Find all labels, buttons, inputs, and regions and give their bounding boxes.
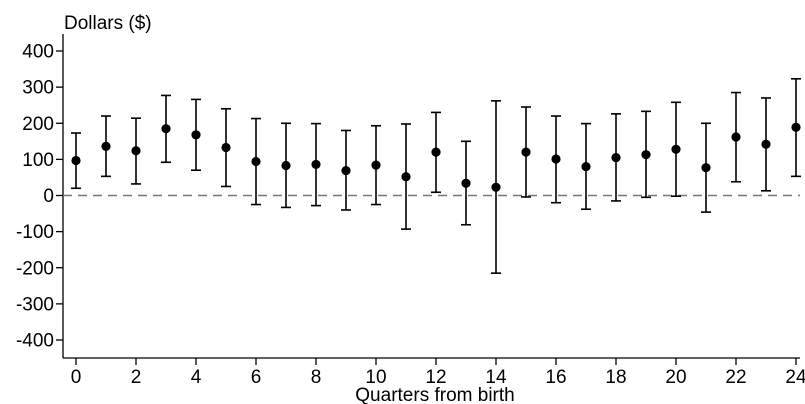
data-point (251, 156, 261, 167)
data-point-group (131, 117, 141, 185)
y-tick-label: 400 (22, 42, 54, 63)
data-point (101, 141, 111, 151)
x-tick-label: 4 (191, 367, 202, 388)
x-tick-label: 20 (665, 367, 686, 388)
data-point-group (251, 117, 261, 206)
data-point (641, 150, 651, 160)
data-point-group (701, 122, 711, 213)
data-point (311, 159, 321, 170)
data-point-group (281, 122, 291, 209)
data-point-group (581, 122, 591, 211)
data-point (191, 130, 201, 140)
data-point (281, 160, 291, 171)
x-tick-label: 0 (71, 367, 82, 388)
data-point-group (401, 123, 411, 230)
y-tick-label: 0 (43, 186, 54, 207)
data-point (71, 155, 81, 166)
data-point-group (761, 97, 771, 192)
y-tick-label: -100 (16, 222, 54, 243)
y-tick-label: -300 (16, 294, 54, 315)
data-point-group (611, 113, 621, 202)
data-point (161, 124, 171, 134)
data-point-group (161, 94, 171, 164)
data-point-group (521, 106, 531, 198)
y-tick-label: -400 (16, 331, 54, 352)
data-point (431, 147, 441, 157)
data-point (761, 139, 771, 149)
data-point (701, 163, 711, 173)
y-tick-label: -200 (16, 258, 54, 279)
x-tick-label: 22 (725, 367, 746, 388)
data-point-group (71, 132, 81, 190)
x-tick-label: 6 (251, 367, 262, 388)
data-point (671, 144, 681, 154)
data-point (461, 178, 471, 188)
data-point (581, 162, 591, 172)
data-point-group (431, 111, 441, 194)
x-tick-label: 18 (605, 367, 626, 388)
data-point (551, 154, 561, 164)
x-tick-label: 10 (365, 367, 386, 388)
data-point-group (551, 115, 561, 204)
y-axis-title: Dollars ($) (64, 13, 152, 34)
x-tick-label: 14 (485, 367, 507, 388)
y-tick-label: 300 (22, 78, 54, 99)
data-point (611, 152, 621, 163)
x-tick-label: 2 (131, 367, 142, 388)
data-point-group (221, 108, 231, 188)
data-point (791, 122, 801, 132)
data-point-group (671, 101, 681, 198)
data-marks (71, 78, 801, 274)
x-tick-label: 24 (785, 367, 805, 388)
data-point-group (371, 124, 381, 206)
data-point-group (791, 78, 801, 178)
data-point (341, 165, 351, 176)
data-point (401, 172, 411, 182)
data-point-group (101, 115, 111, 178)
data-point-group (731, 91, 741, 183)
data-point (221, 142, 231, 153)
data-point (371, 160, 381, 170)
x-tick-label: 8 (311, 367, 322, 388)
data-point-group (461, 140, 471, 226)
data-point (731, 132, 741, 142)
data-point-group (311, 122, 321, 207)
y-tick-label: 100 (22, 150, 54, 171)
x-axis-title: Quarters from birth (355, 385, 514, 404)
data-point (131, 146, 141, 156)
data-point-group (191, 98, 201, 172)
data-point (521, 147, 531, 157)
x-tick-label: 16 (545, 367, 566, 388)
data-point-group (491, 100, 501, 274)
x-tick-label: 12 (425, 367, 446, 388)
data-point-group (641, 110, 651, 199)
y-tick-label: 200 (22, 114, 54, 135)
data-point (491, 182, 501, 192)
data-point-group (341, 129, 351, 211)
